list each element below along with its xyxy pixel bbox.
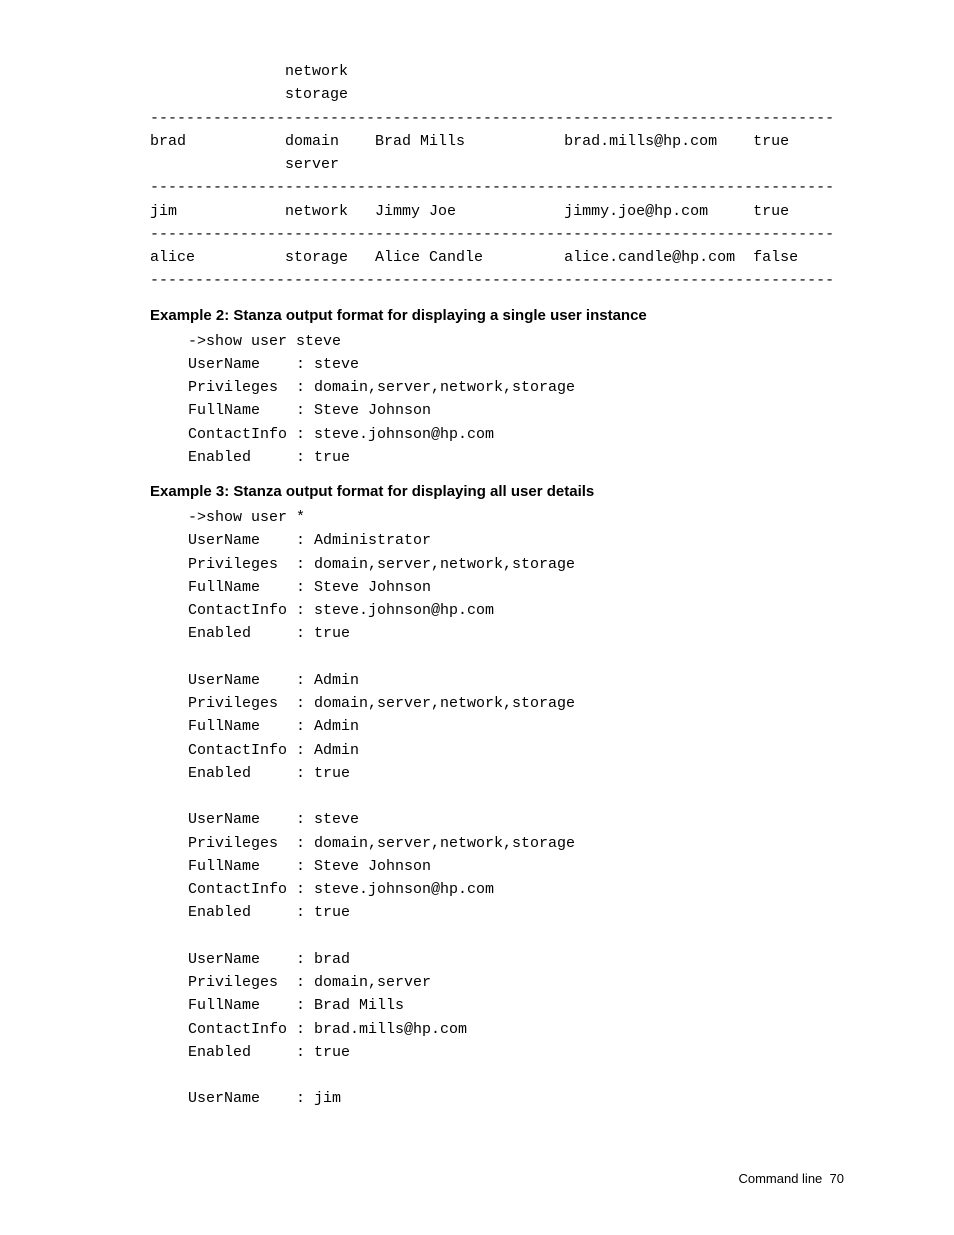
example-2-block: ->show user steve UserName : steve Privi… [150,330,844,470]
footer-label: Command line [738,1171,822,1186]
example-3-block: ->show user * UserName : Administrator P… [150,506,844,1111]
example-3-heading: Example 3: Stanza output format for disp… [150,483,844,500]
footer-page-number: 70 [830,1171,844,1186]
example-2-heading: Example 2: Stanza output format for disp… [150,307,844,324]
user-table-block: network storage ------------------------… [150,60,844,293]
page-footer: Command line 70 [150,1171,844,1186]
